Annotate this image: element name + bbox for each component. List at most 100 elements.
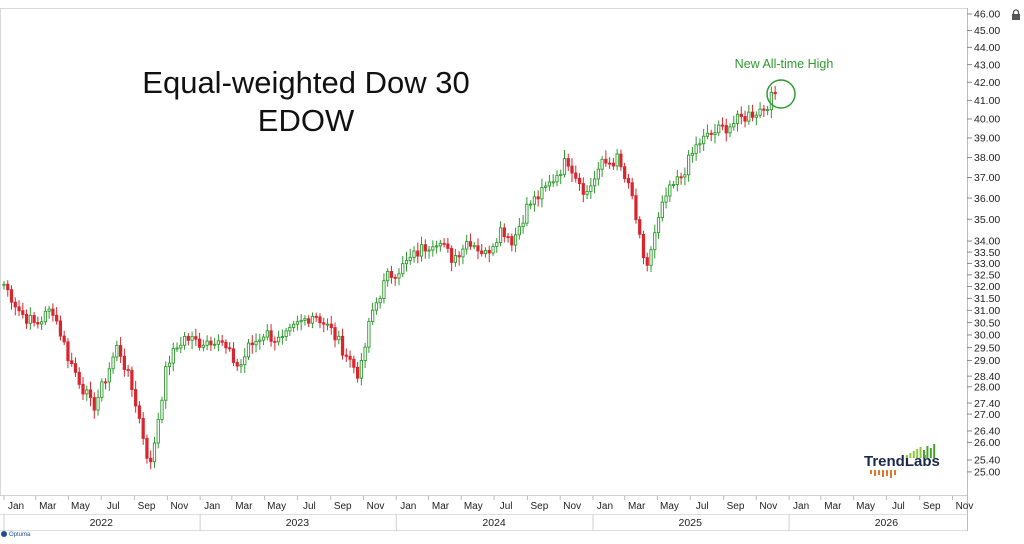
logo-bar	[906, 455, 908, 458]
y-tick-label: 42.00	[974, 77, 1000, 89]
candle-down	[750, 111, 755, 118]
y-tick-label: 32.50	[974, 270, 1000, 282]
candle-down	[348, 355, 352, 360]
x-month-label: Mar	[628, 501, 646, 512]
candle-up	[698, 143, 702, 146]
candle-down	[487, 249, 491, 254]
logo-bar-bottom	[870, 470, 872, 474]
trendlabs-logo: TrendLabs	[864, 444, 940, 478]
y-tick-label: 31.00	[974, 305, 1000, 317]
candle-down	[126, 368, 130, 371]
candle-down	[743, 116, 747, 122]
candle-down	[641, 233, 646, 259]
candle-down	[476, 245, 480, 252]
x-year-label: 2023	[286, 517, 310, 529]
candle-down	[480, 250, 484, 255]
candle-down	[235, 361, 239, 367]
x-axis: Jan Mar May Jul Sep Nov Jan Mar May Jul Sep Nov Jan M…	[3, 496, 973, 531]
candle-down	[638, 219, 642, 235]
x-month-label: Jan	[793, 501, 809, 512]
logo-bar-bottom	[894, 470, 896, 475]
candle-up	[596, 168, 600, 180]
candle-down	[137, 405, 142, 419]
candle-up	[404, 259, 409, 265]
y-tick-label: 36.00	[974, 193, 1000, 205]
candle-up	[483, 249, 488, 255]
candle-up	[717, 124, 721, 134]
candle-up	[107, 368, 111, 383]
candle-down	[355, 366, 360, 379]
candle-down	[224, 341, 228, 349]
candle-down	[329, 323, 333, 329]
x-month-label: Nov	[563, 501, 581, 512]
candle-up	[754, 114, 758, 118]
candles-layer	[2, 86, 777, 470]
candle-up	[96, 396, 100, 411]
y-tick-label: 46.00	[974, 9, 1000, 21]
candle-up	[276, 336, 281, 343]
logo-bar-bottom	[890, 470, 892, 478]
candle-up	[111, 356, 115, 370]
candle-up	[397, 273, 401, 279]
candle-down	[273, 340, 277, 343]
svg-text:TrendLabs: TrendLabs	[864, 453, 940, 470]
candle-down	[502, 227, 506, 238]
candle-down	[450, 247, 454, 263]
candle-up	[205, 340, 209, 346]
candle-up	[517, 226, 521, 236]
candle-down	[720, 124, 725, 127]
candle-up	[705, 132, 710, 137]
candle-down	[269, 330, 273, 342]
candle-up	[683, 174, 687, 178]
logo-bar	[923, 450, 925, 458]
candle-up	[431, 246, 435, 251]
candle-up	[175, 347, 179, 350]
candle-up	[585, 190, 589, 195]
candle-up	[303, 318, 307, 321]
y-tick-label: 29.50	[974, 342, 1000, 354]
lock-icon[interactable]	[1012, 9, 1020, 20]
candle-down	[307, 318, 311, 324]
candle-down	[442, 242, 446, 245]
x-month-label: Jan	[204, 501, 220, 512]
candle-up	[656, 217, 661, 234]
y-tick-label: 39.00	[974, 133, 1000, 145]
candle-up	[495, 242, 499, 247]
candle-up	[363, 346, 367, 361]
candle-up	[498, 227, 503, 243]
candle-down	[773, 91, 777, 95]
logo-bar-bottom	[886, 470, 888, 476]
candle-down	[62, 335, 66, 343]
candle-up	[284, 330, 288, 337]
y-tick-label: 31.50	[974, 293, 1000, 305]
candle-down	[141, 417, 145, 439]
x-month-label: Mar	[824, 501, 842, 512]
candle-up	[325, 323, 330, 326]
x-month-label: Jan	[597, 501, 613, 512]
y-tick-label: 32.00	[974, 281, 1000, 293]
candle-up	[261, 336, 266, 341]
candle-down	[626, 178, 631, 184]
x-month-label: Mar	[235, 501, 253, 512]
candle-up	[374, 302, 379, 311]
candle-down	[145, 437, 149, 459]
candle-down	[333, 327, 337, 341]
candle-down	[186, 335, 190, 341]
candle-down	[81, 383, 85, 395]
candle-down	[619, 153, 623, 168]
x-month-label: Nov	[367, 501, 385, 512]
logo-bar	[919, 447, 922, 458]
candle-down	[73, 363, 78, 373]
chart-title-line1: Equal-weighted Dow 30	[142, 65, 469, 100]
x-year-label: 2026	[875, 517, 899, 529]
candle-down	[322, 322, 326, 325]
candle-up	[702, 135, 706, 145]
logo-bar-bottom	[878, 470, 880, 475]
candle-up	[280, 336, 284, 338]
candle-up	[465, 241, 469, 250]
x-month-label: May	[267, 501, 286, 512]
logo-bar	[909, 453, 912, 458]
candle-up	[529, 203, 533, 206]
y-tick-label: 41.00	[974, 95, 1000, 107]
x-year-label: 2022	[90, 517, 114, 529]
